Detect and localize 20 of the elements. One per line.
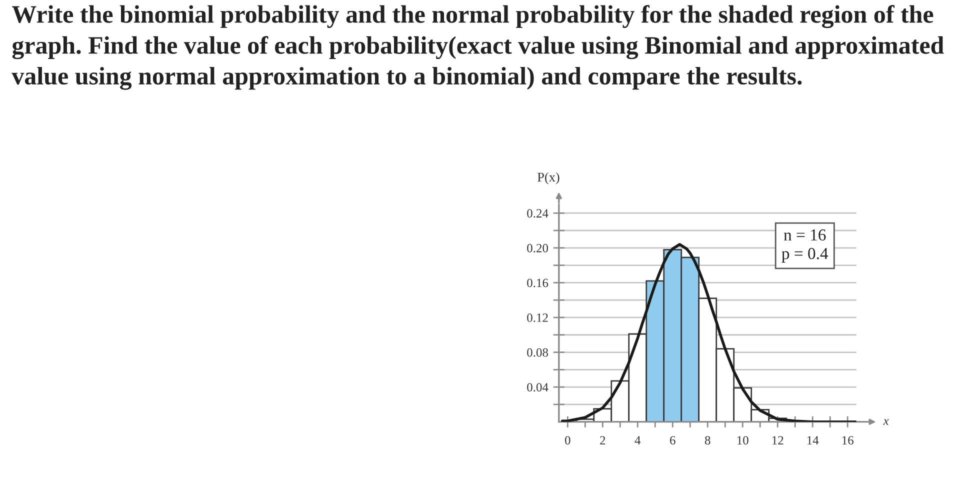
y-tick-label: 0.16 [527,278,548,288]
x-tick-label: 4 [634,436,641,444]
x-tick-label: 6 [670,436,676,445]
y-tick-label: 0.12 [527,314,548,322]
y-axis-title: P(x) [538,172,560,184]
x-tick-label: 0 [565,436,570,445]
x-axis-title: x [883,419,889,425]
x-tick-label: 16 [842,436,854,445]
y-tick-label: 0.08 [527,348,548,357]
line-series [561,243,856,422]
x-tick-label: 12 [772,436,784,444]
x-tick-label: 14 [807,436,819,444]
x-tick-label: 10 [737,436,748,445]
annotation: n = 16 p = 0.4 [782,229,828,263]
chart-title: Write the binomial probability and the normal probability for the shaded region of the graph. Find the value of each probability(exact value using Binomial and approximated value using normal approximation to a binomial) and compare the results. [12,5,944,90]
y-tick-label: 0.24 [527,209,548,218]
x-tick-label: 8 [704,436,710,445]
y-tick-label: 0.20 [527,244,548,252]
x-tick-label: 2 [600,436,606,444]
y-tick-label: 0.04 [527,383,548,392]
